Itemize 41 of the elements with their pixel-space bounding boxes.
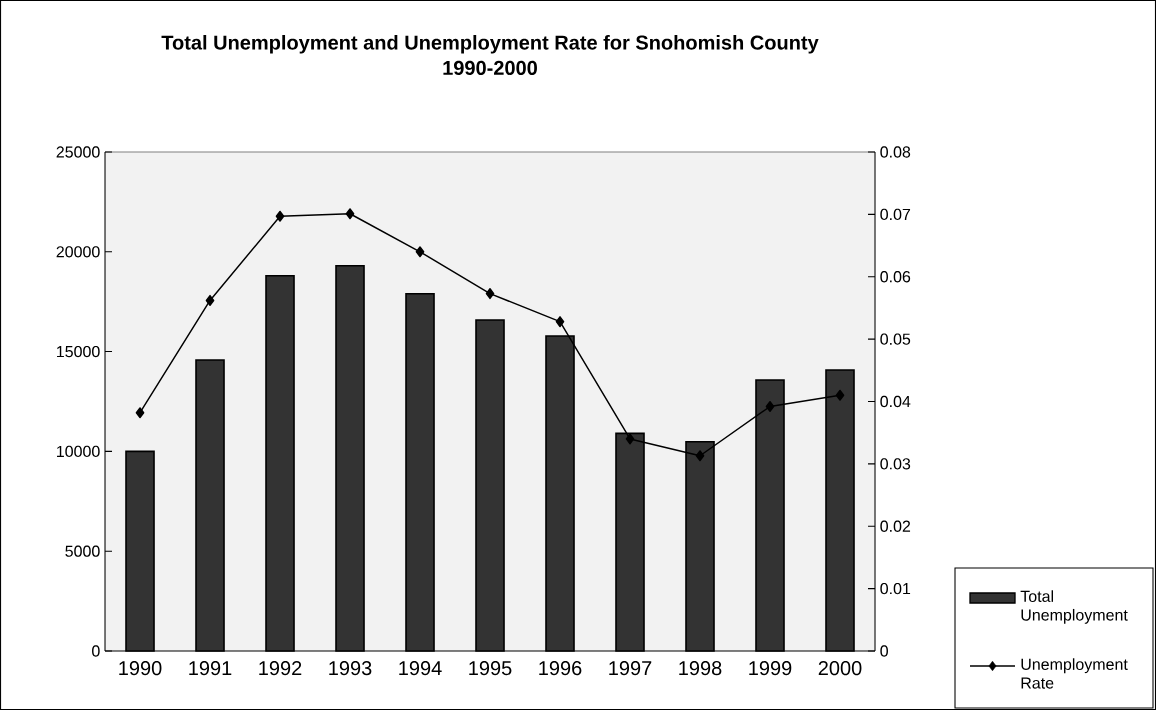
point [765, 400, 775, 413]
x-tick-label: 1997 [609, 661, 652, 676]
y-tick-label: 20000 [56, 246, 100, 258]
point [555, 316, 565, 328]
x-tick-label: 1990 [119, 661, 162, 676]
point [275, 210, 285, 222]
y2-tick-label: 0.05 [880, 333, 911, 345]
y2-tick-label: 0 [880, 645, 888, 657]
point [415, 246, 425, 258]
chart-subtitle: 1990-2000 [443, 60, 537, 75]
x-tick-label: 2000 [818, 661, 862, 676]
point [835, 389, 845, 401]
point [345, 208, 355, 220]
x-tick-label: 1996 [539, 661, 582, 676]
y-tick-label: 0 [92, 645, 100, 657]
y2-tick-label: 0.03 [880, 458, 911, 470]
y-tick-label: 25000 [56, 146, 100, 158]
x-tick-label: 1995 [469, 661, 512, 676]
y2-tick-label: 0.02 [880, 520, 911, 532]
x-tick-label: 1994 [399, 661, 442, 676]
x-tick-label: 1998 [679, 661, 722, 676]
y2-tick-label: 0.06 [880, 271, 911, 283]
y2-tick-label: 0.08 [880, 146, 911, 158]
x-tick-label: 1993 [329, 661, 372, 676]
y-tick-label: 5000 [65, 545, 100, 557]
y-tick-label: 10000 [57, 445, 100, 458]
point [625, 433, 635, 445]
y2-tick-label: 0.01 [880, 582, 911, 595]
point [695, 450, 705, 462]
point [135, 407, 145, 419]
x-tick-label: 1991 [189, 661, 232, 676]
y-tick-label: 15000 [57, 345, 100, 358]
y2-tick-label: 0.04 [880, 395, 911, 408]
legend-label: Total Unemployment [1020, 590, 1128, 624]
x-tick-label: 1999 [749, 661, 792, 676]
point [485, 288, 495, 300]
y2-tick-label: 0.07 [880, 208, 911, 221]
point [205, 294, 215, 306]
x-tick-label: 1992 [259, 661, 302, 676]
legend-label: Unemployment Rate [1021, 658, 1128, 689]
chart-title: Total Unemployment and Unemployment Rate for Snohomish County [161, 34, 819, 54]
